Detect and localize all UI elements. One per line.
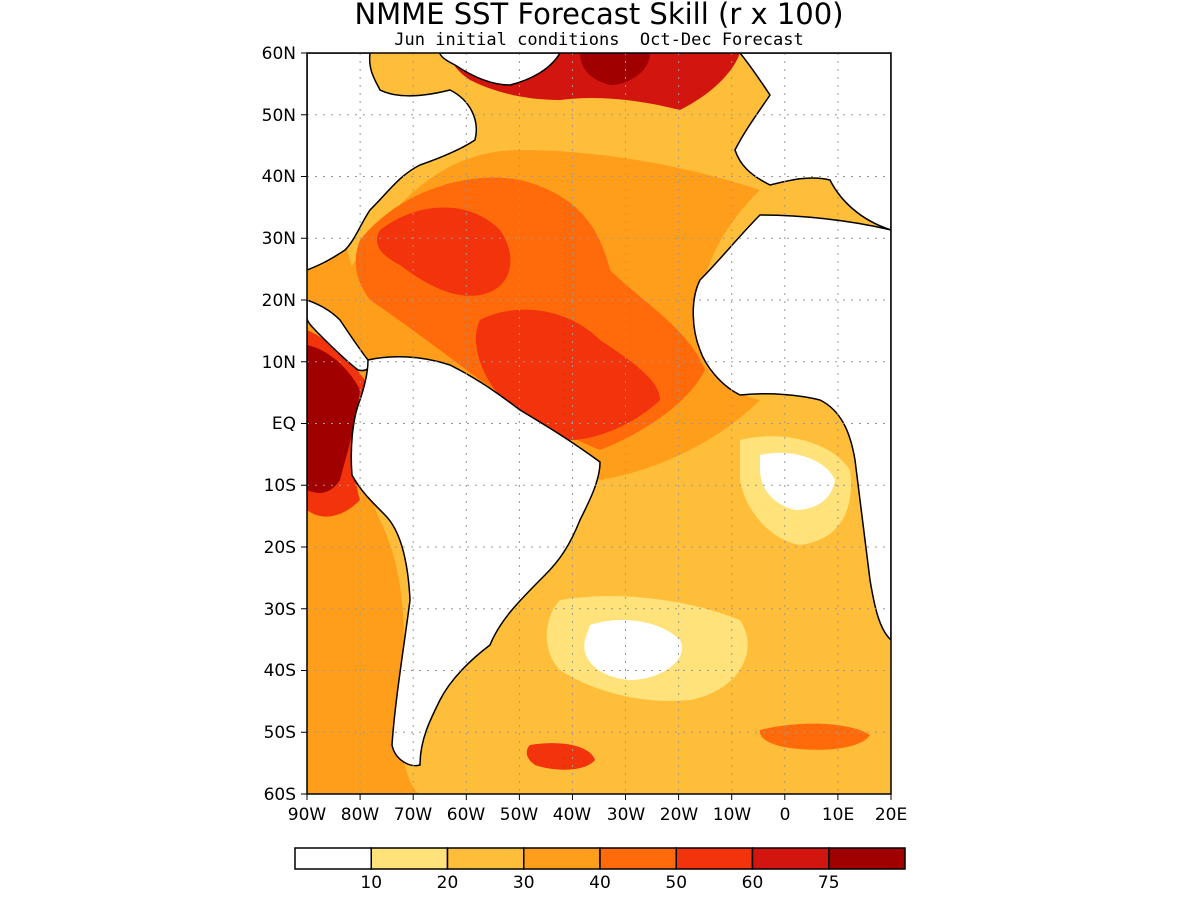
lat-label: 40S bbox=[264, 661, 296, 681]
lat-label: 60N bbox=[262, 44, 296, 64]
colorbar-label: 20 bbox=[437, 873, 459, 893]
south-america-landmass bbox=[350, 355, 601, 767]
colorbar-swatch bbox=[523, 847, 601, 870]
colorbar-label: 75 bbox=[818, 873, 840, 893]
lat-label: 50N bbox=[262, 106, 296, 126]
lon-label: 40W bbox=[553, 805, 592, 825]
lon-label: 50W bbox=[500, 805, 539, 825]
skill-region-western-atlantic bbox=[376, 207, 511, 296]
lat-label: 50S bbox=[264, 723, 296, 743]
greenland-landmass bbox=[439, 53, 561, 86]
colorbar-label: 50 bbox=[665, 873, 687, 893]
colorbar-swatch bbox=[370, 847, 449, 870]
skill-region-tropical-atlantic bbox=[475, 309, 660, 440]
lat-label: 60S bbox=[264, 785, 296, 805]
lon-label: 30W bbox=[607, 805, 646, 825]
map-subtitle: Jun initial conditions Oct-Dec Forecast bbox=[394, 30, 803, 50]
skill-region-gulf-guinea-white bbox=[760, 452, 835, 510]
lon-label: 60W bbox=[447, 805, 486, 825]
lat-label: 30S bbox=[264, 600, 296, 620]
lat-label: 30N bbox=[262, 229, 296, 249]
lon-label: 90W bbox=[288, 805, 327, 825]
lon-label: 20W bbox=[660, 805, 699, 825]
skill-region-irminger bbox=[580, 53, 650, 85]
colorbar-label: 10 bbox=[360, 873, 382, 893]
colorbar-label: 60 bbox=[742, 873, 764, 893]
europe-landmass bbox=[734, 53, 891, 231]
skill-region-southern-red bbox=[526, 743, 595, 770]
colorbar-swatch bbox=[828, 847, 906, 870]
colorbar-swatch bbox=[294, 847, 372, 870]
colorbar-swatch bbox=[675, 847, 754, 870]
colorbar-labels: 10 20 30 40 50 60 75 bbox=[360, 873, 839, 893]
north-america-landmass bbox=[307, 53, 477, 271]
lon-label: 70W bbox=[394, 805, 433, 825]
lon-label: 20E bbox=[875, 805, 907, 825]
latitude-labels: 60N 50N 40N 30N 20N 10N EQ 10S 20S 30S 4… bbox=[262, 44, 296, 805]
lon-label: 10W bbox=[713, 805, 752, 825]
colorbar-swatch bbox=[751, 847, 830, 870]
central-america-landmass bbox=[307, 299, 370, 372]
lat-label: 20N bbox=[262, 291, 296, 311]
lon-label: 10E bbox=[822, 805, 854, 825]
africa-landmass bbox=[692, 214, 891, 642]
map-panel: 60N 50N 40N 30N 20N 10N EQ 10S 20S 30S 4… bbox=[262, 44, 908, 825]
colorbar-swatch bbox=[446, 847, 525, 870]
lat-label: EQ bbox=[272, 414, 296, 434]
lat-label: 10S bbox=[264, 476, 296, 496]
lat-label: 20S bbox=[264, 538, 296, 558]
longitude-labels: 90W 80W 70W 60W 50W 40W 30W 20W 10W 0 10… bbox=[288, 805, 907, 825]
skill-region-pacific-darkred bbox=[307, 345, 360, 493]
colorbar-swatches bbox=[294, 847, 906, 870]
land-masses bbox=[307, 53, 891, 767]
lat-label: 10N bbox=[262, 353, 296, 373]
lon-label: 80W bbox=[341, 805, 380, 825]
colorbar: 10 20 30 40 50 60 75 bbox=[294, 847, 906, 893]
skill-region-south-atlantic-white bbox=[584, 620, 682, 680]
axis-tick-marks bbox=[301, 52, 892, 800]
skill-region-southern-red-east bbox=[759, 723, 870, 750]
colorbar-swatch bbox=[599, 847, 677, 870]
colorbar-label: 30 bbox=[513, 873, 535, 893]
lat-label: 40N bbox=[262, 167, 296, 187]
colorbar-label: 40 bbox=[589, 873, 611, 893]
lon-label: 0 bbox=[780, 805, 791, 825]
map-title: NMME SST Forecast Skill (r x 100) bbox=[354, 0, 843, 31]
